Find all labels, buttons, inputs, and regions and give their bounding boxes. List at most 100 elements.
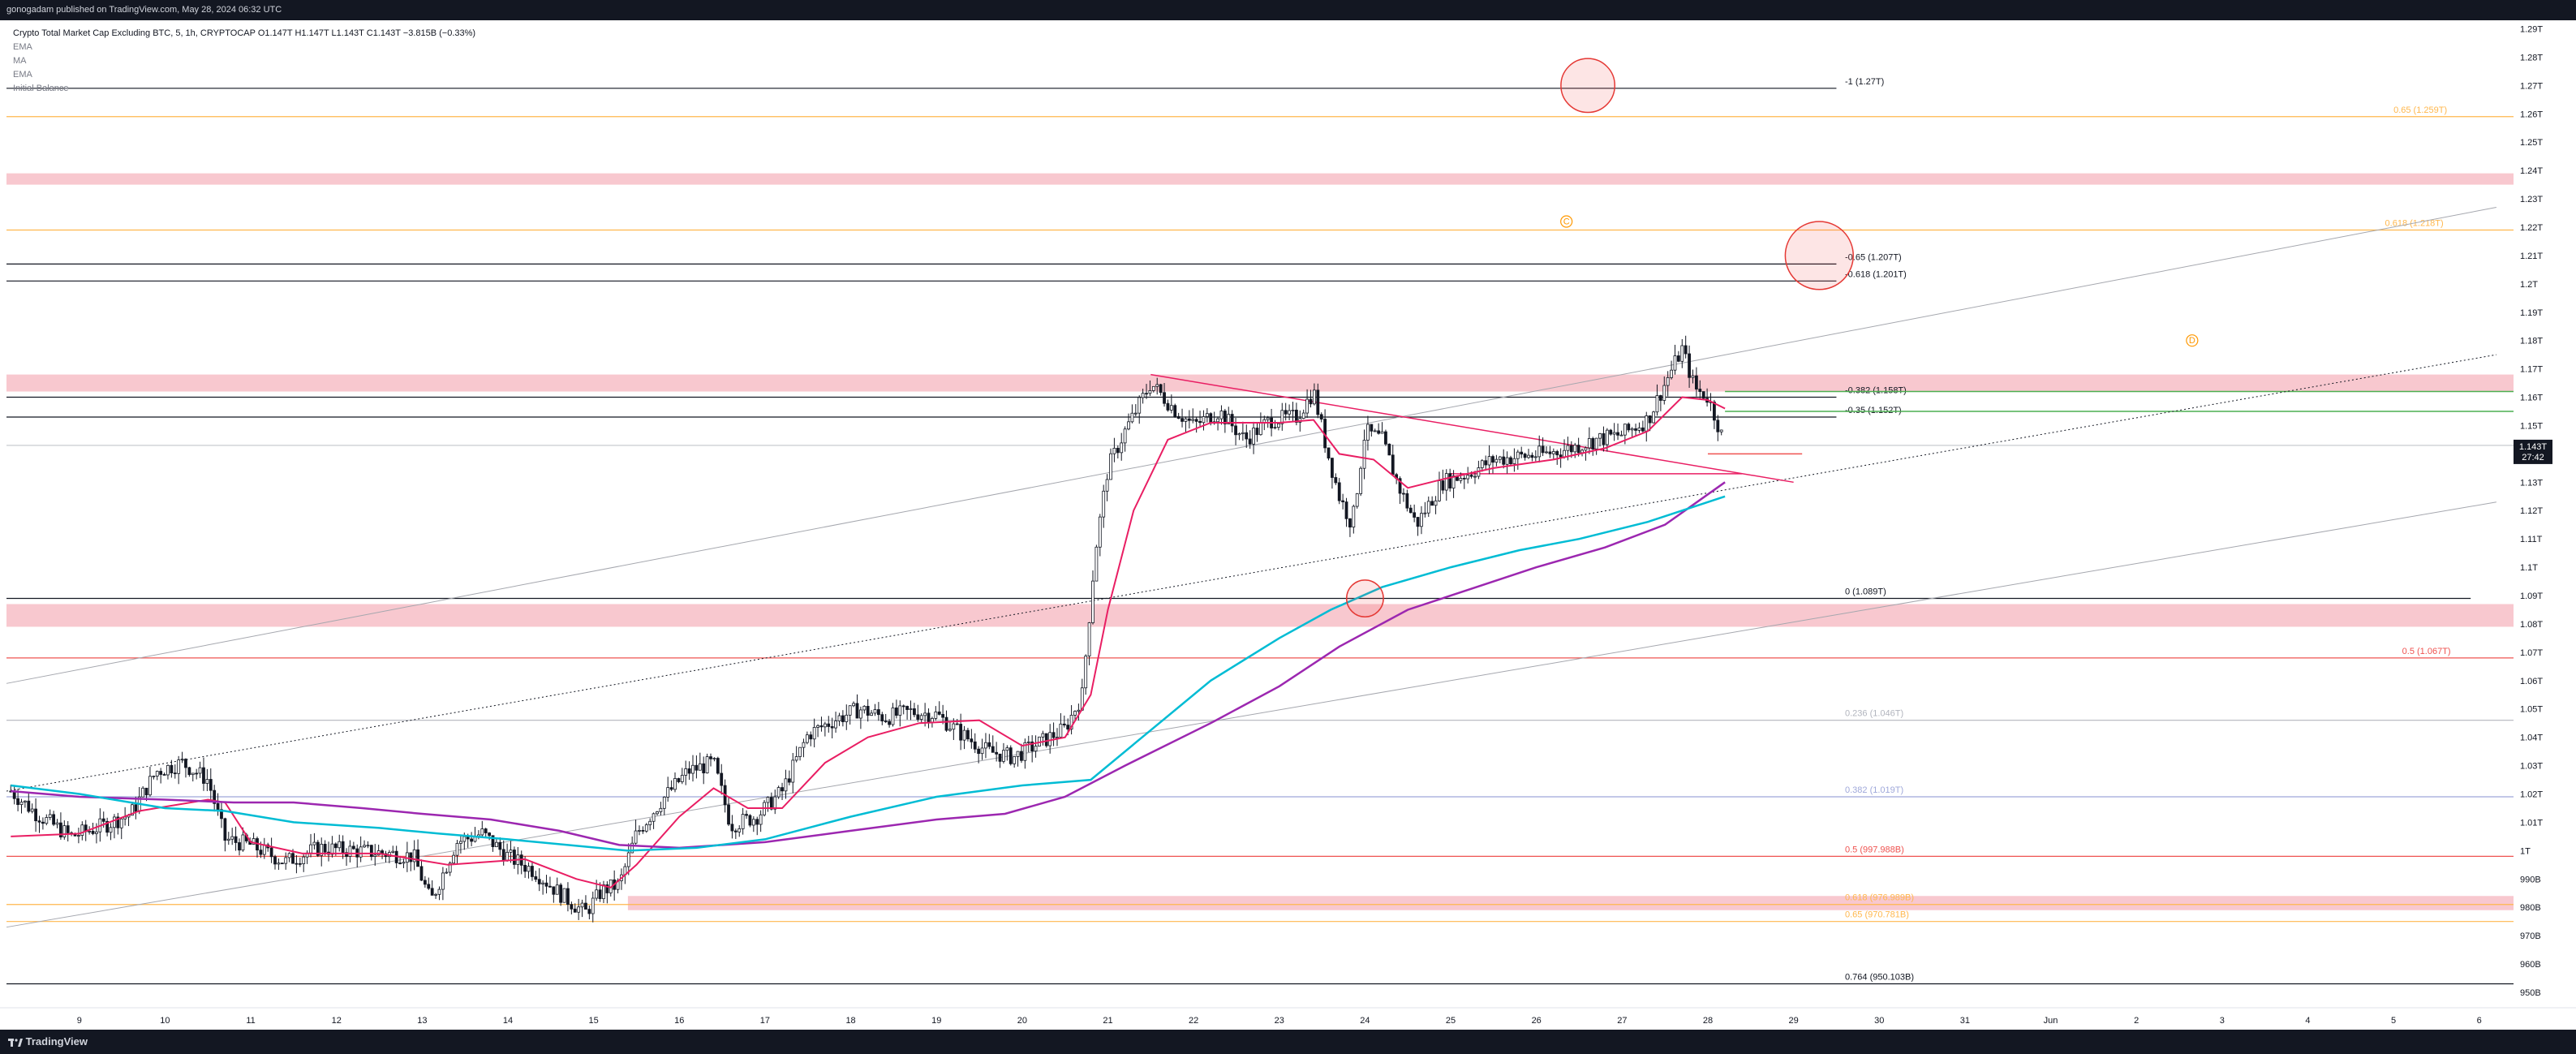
y-tick-label: 990B xyxy=(2520,875,2541,884)
candle-body xyxy=(345,852,348,857)
candle-body xyxy=(430,888,434,896)
candle-body xyxy=(1169,405,1173,411)
candle-body xyxy=(1512,458,1516,465)
candle-body xyxy=(1673,355,1677,371)
y-tick-label: 960B xyxy=(2520,960,2541,970)
price-chart[interactable]: -1 (1.27T)0.65 (1.259T)0.618 (1.218T)-0.… xyxy=(0,20,2576,1030)
x-tick-label: 29 xyxy=(1788,1016,1798,1026)
candles xyxy=(9,335,1723,923)
legend-indicator[interactable]: EMA xyxy=(13,70,32,80)
candle-body xyxy=(1344,501,1348,519)
candle-body xyxy=(952,723,956,730)
fib-level-label: 0.65 (1.259T) xyxy=(2393,105,2447,115)
x-tick-label: 27 xyxy=(1617,1016,1627,1026)
sr-zone xyxy=(6,173,2514,185)
candle-body xyxy=(1423,512,1427,514)
candle-body xyxy=(1288,410,1291,415)
tradingview-logo[interactable]: TradingView xyxy=(8,1030,88,1054)
time-axis[interactable]: 9 10 11 12 13 14 15 16 17 18 19 20 21 22 23 24 25 26 27 28 2… xyxy=(0,1007,2576,1026)
candle-body xyxy=(273,856,277,865)
candle-body xyxy=(1398,478,1402,494)
x-tick-label: 21 xyxy=(1103,1016,1112,1026)
candle-body xyxy=(373,854,377,857)
candle-body xyxy=(927,712,931,723)
candle-body xyxy=(698,763,702,771)
candle-body xyxy=(812,727,816,740)
candle-body xyxy=(1655,395,1659,413)
candle-body xyxy=(1041,733,1045,738)
candle-body xyxy=(873,709,877,714)
candle-body xyxy=(1094,546,1099,582)
candle-body xyxy=(269,847,273,858)
y-tick-label: 1.02T xyxy=(2520,790,2543,800)
legend-indicator[interactable]: Initial Balance xyxy=(13,84,69,93)
y-tick-label: 1.09T xyxy=(2520,592,2543,601)
candle-body xyxy=(434,893,437,896)
candle-body xyxy=(1537,445,1542,458)
x-tick-label: 20 xyxy=(1017,1016,1027,1026)
candle-body xyxy=(584,902,587,910)
x-tick-label: Jun xyxy=(2044,1016,2058,1026)
candle-body xyxy=(638,830,641,832)
candle-body xyxy=(1159,384,1163,394)
candle-body xyxy=(1252,428,1255,445)
candle-body xyxy=(605,884,609,893)
candle-body xyxy=(1091,580,1094,623)
candle-body xyxy=(48,814,52,818)
chart-area[interactable]: -1 (1.27T) 0.65 (1.259T) 0.618 (1.218T) -0.… xyxy=(0,20,2576,1030)
candle-body xyxy=(580,902,584,908)
candle-body xyxy=(1023,742,1027,761)
candle-body xyxy=(1255,428,1259,436)
candle-body xyxy=(987,742,991,747)
y-tick-label: 1.24T xyxy=(2520,166,2543,176)
trendline-dotted_mid xyxy=(6,354,2496,792)
candle-body xyxy=(727,804,730,825)
candle-body xyxy=(937,711,941,715)
candle-body xyxy=(1387,443,1391,456)
candle-body xyxy=(834,721,837,729)
candle-body xyxy=(491,835,495,847)
candle-body xyxy=(880,714,884,722)
highlight-circle xyxy=(1560,58,1616,114)
publish-header: gonogadam published on TradingView.com, … xyxy=(0,0,2576,20)
candle-body xyxy=(131,804,134,816)
candle-body xyxy=(498,841,502,850)
candle-body xyxy=(195,772,199,775)
legend-indicator[interactable]: EMA xyxy=(13,42,32,52)
candle-body xyxy=(1148,389,1152,394)
candle-body xyxy=(1498,456,1502,460)
y-tick-label: 1T xyxy=(2520,846,2531,856)
candle-body xyxy=(916,714,920,720)
y-tick-label: 1.21T xyxy=(2520,252,2543,261)
candle-body xyxy=(501,849,505,862)
candle-body xyxy=(1576,445,1580,454)
y-tick-label: 1.13T xyxy=(2520,478,2543,488)
candle-body xyxy=(1359,467,1363,494)
candle-body xyxy=(27,800,31,812)
candle-body xyxy=(773,796,777,810)
candle-body xyxy=(1530,454,1534,458)
candle-body xyxy=(1191,419,1195,421)
candle-body xyxy=(144,787,148,796)
candle-body xyxy=(187,767,191,776)
candle-body xyxy=(109,827,113,833)
legend-indicator[interactable]: MA xyxy=(13,56,27,66)
candle-body xyxy=(1430,501,1434,506)
trendline-lower_channel xyxy=(6,501,2496,928)
price-axis[interactable]: 1.29T 1.28T 1.27T 1.26T 1.25T 1.24T 1.23T 1.22T… xyxy=(2514,20,2576,1030)
candle-body xyxy=(852,703,855,707)
price-tag-box xyxy=(2514,439,2552,464)
candle-body xyxy=(448,863,452,873)
candle-body xyxy=(177,759,181,774)
candle-body xyxy=(870,712,873,716)
candle-body xyxy=(905,706,910,710)
sr-zone xyxy=(6,374,2514,392)
candle-body xyxy=(427,884,431,889)
publish-text: gonogadam published on TradingView.com, … xyxy=(6,5,282,15)
candle-body xyxy=(809,734,813,740)
y-tick-label: 950B xyxy=(2520,988,2541,998)
price-tag-countdown: 27:42 xyxy=(2522,453,2544,462)
candle-body xyxy=(955,723,959,725)
price-axis-bg xyxy=(2514,20,2576,1030)
candle-body xyxy=(1680,345,1684,362)
